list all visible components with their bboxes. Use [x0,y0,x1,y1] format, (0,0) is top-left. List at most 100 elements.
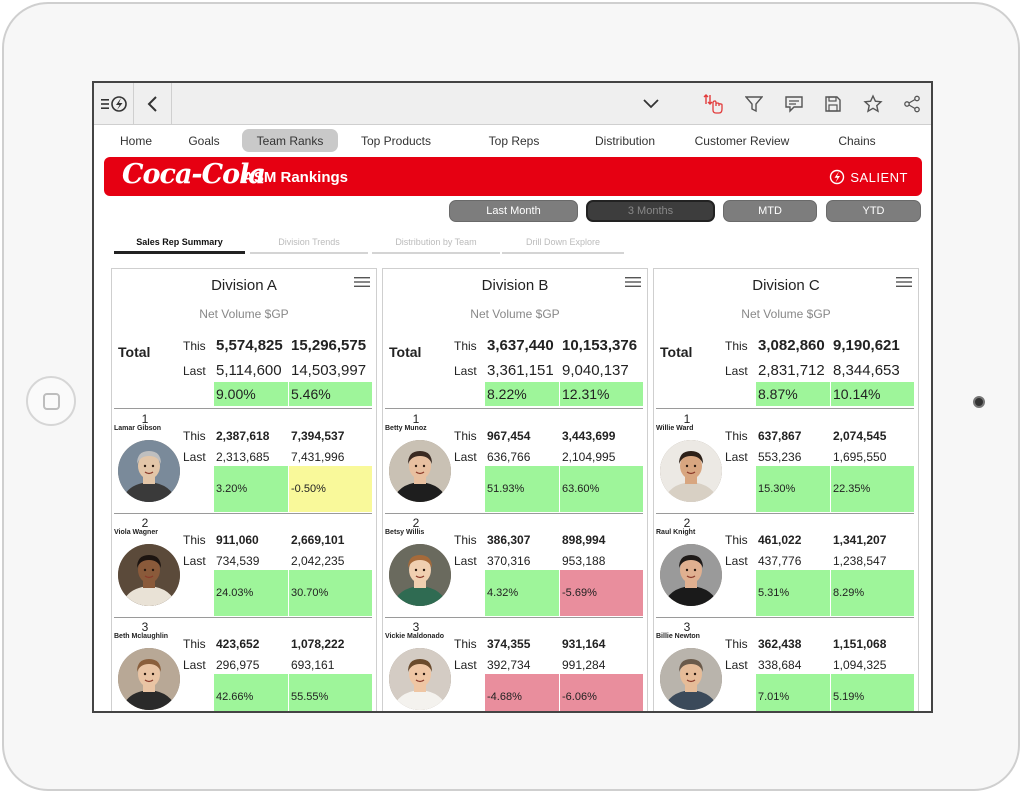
rep-pct-value: 42.66% [216,691,254,703]
tab-goals[interactable]: Goals [188,133,220,148]
rep-rank: 1 [412,412,420,426]
this-label: This [725,533,748,547]
rep-pct-cell: 5.31% [756,570,830,616]
rep-this-value: 7,394,537 [291,429,345,443]
rep-rank: 2 [683,516,691,530]
rep-last-value: 991,284 [562,658,606,672]
rep-rank: 3 [141,620,149,634]
rep-name: Vickie Maldonado [385,633,444,640]
back-button[interactable] [134,83,172,125]
rep-last-value: 734,539 [216,554,260,568]
rep-row[interactable]: 1 Lamar Gibson This Last 2,387,618 2,313,685… [112,410,376,514]
total-label: Total [389,344,422,360]
rep-name: Billie Newton [656,633,700,640]
metric-label: Net Volume $GP [741,307,831,321]
tab-top-reps[interactable]: Top Reps [488,133,540,148]
hamburger-icon [896,277,912,287]
rep-pct-value: 51.93% [487,483,525,495]
salient-logo: SALIENT [829,169,908,185]
avatar [118,544,180,606]
this-label: This [454,339,477,353]
rep-last-value: 636,766 [487,450,531,464]
rep-this-value: 2,387,618 [216,429,270,443]
separator [114,617,372,618]
period-3-months[interactable]: 3 Months [586,200,715,222]
rep-rank: 2 [412,516,420,530]
rep-name: Lamar Gibson [114,425,162,432]
rep-last-value: 1,238,547 [833,554,887,568]
rep-this-value: 374,355 [487,637,531,651]
rep-pct-cell: 3.20% [214,466,288,512]
rep-name: Raul Knight [656,529,696,536]
tab-distribution[interactable]: Distribution [594,133,656,148]
sort-touch-button[interactable] [701,92,725,116]
rep-row[interactable]: 2 Betsy Willis This Last 386,307 370,316 4.32… [383,514,647,618]
last-label: Last [454,450,477,464]
rep-pct-cell: 5.19% [831,674,914,711]
rep-pct-cell: 22.35% [831,466,914,512]
subtab-distribution-by-team[interactable]: Distribution by Team [372,235,500,254]
tab-top-products[interactable]: Top Products [360,133,432,148]
app-screen: Home Goals Team Ranks Top Products Top Reps D… [92,81,933,713]
this-label: This [725,339,748,353]
rep-pct-cell: 15.30% [756,466,830,512]
comment-button[interactable] [782,92,806,116]
tab-chains[interactable]: Chains [838,133,876,148]
home-square-icon [43,393,60,410]
this-label: This [725,429,748,443]
this-label: This [454,637,477,651]
rep-pct-cell: 63.60% [560,466,643,512]
rep-pct-value: 55.55% [291,691,329,703]
rep-last-value: 2,104,995 [562,450,616,464]
rep-row[interactable]: 3 Billie Newton This Last 362,438 338,684 7.0… [654,618,918,711]
camera-icon [973,396,985,408]
rep-last-value: 2,313,685 [216,450,270,464]
avatar [118,648,180,710]
card-menu-button[interactable] [896,275,912,293]
rep-pct-value: -0.50% [291,483,326,495]
star-icon [863,94,883,113]
subtab-drill-down-explore[interactable]: Drill Down Explore [502,235,624,254]
menu-button[interactable] [94,83,134,125]
card-menu-button[interactable] [625,275,641,293]
tab-home[interactable]: Home [119,133,152,148]
home-button[interactable] [26,376,76,426]
rep-pct-value: 30.70% [291,587,329,599]
avatar [389,648,451,710]
rep-pct-cell: 51.93% [485,466,559,512]
favorite-button[interactable] [861,92,885,116]
tab-customer-review[interactable]: Customer Review [694,133,790,148]
rep-row[interactable]: 2 Viola Wagner This Last 911,060 734,539 24.0… [112,514,376,618]
rep-pct-cell: 4.32% [485,570,559,616]
period-ytd[interactable]: YTD [826,200,921,222]
rep-row[interactable]: 2 Raul Knight This Last 461,022 437,776 5.31%… [654,514,918,618]
division-title: Division C [752,277,820,294]
subtab-division-trends[interactable]: Division Trends [250,235,368,254]
rep-rank: 1 [141,412,149,426]
dropdown-toggle[interactable] [639,92,663,116]
tab-team-ranks[interactable]: Team Ranks [242,129,338,152]
rep-row[interactable]: 3 Beth Mclaughlin This Last 423,652 296,975 4… [112,618,376,711]
last-label: Last [725,450,748,464]
total-this-value: 9,190,621 [833,337,900,354]
rep-row[interactable]: 3 Vickie Maldonado This Last 374,355 392,734… [383,618,647,711]
rep-row[interactable]: 1 Betty Munoz This Last 967,454 636,766 51.93… [383,410,647,514]
save-button[interactable] [821,92,845,116]
rep-this-value: 931,164 [562,637,606,651]
period-mtd[interactable]: MTD [723,200,817,222]
card-menu-button[interactable] [354,275,370,293]
subtab-sales-rep-summary[interactable]: Sales Rep Summary [114,235,245,254]
division-title: Division A [211,277,277,294]
rep-name: Beth Mclaughlin [114,633,169,640]
filter-button[interactable] [742,92,766,116]
period-last-month[interactable]: Last Month [449,200,578,222]
rep-name: Betty Munoz [385,425,427,432]
page-title: ASM Rankings [243,169,349,186]
rep-name: Willie Ward [656,425,694,432]
rep-row[interactable]: 1 Willie Ward This Last 637,867 553,236 15.30… [654,410,918,514]
salient-bolt-icon [830,169,845,185]
last-label: Last [725,554,748,568]
total-pct-value: 5.46% [291,386,331,402]
total-pct-value: 8.22% [487,386,527,402]
share-button[interactable] [900,92,924,116]
